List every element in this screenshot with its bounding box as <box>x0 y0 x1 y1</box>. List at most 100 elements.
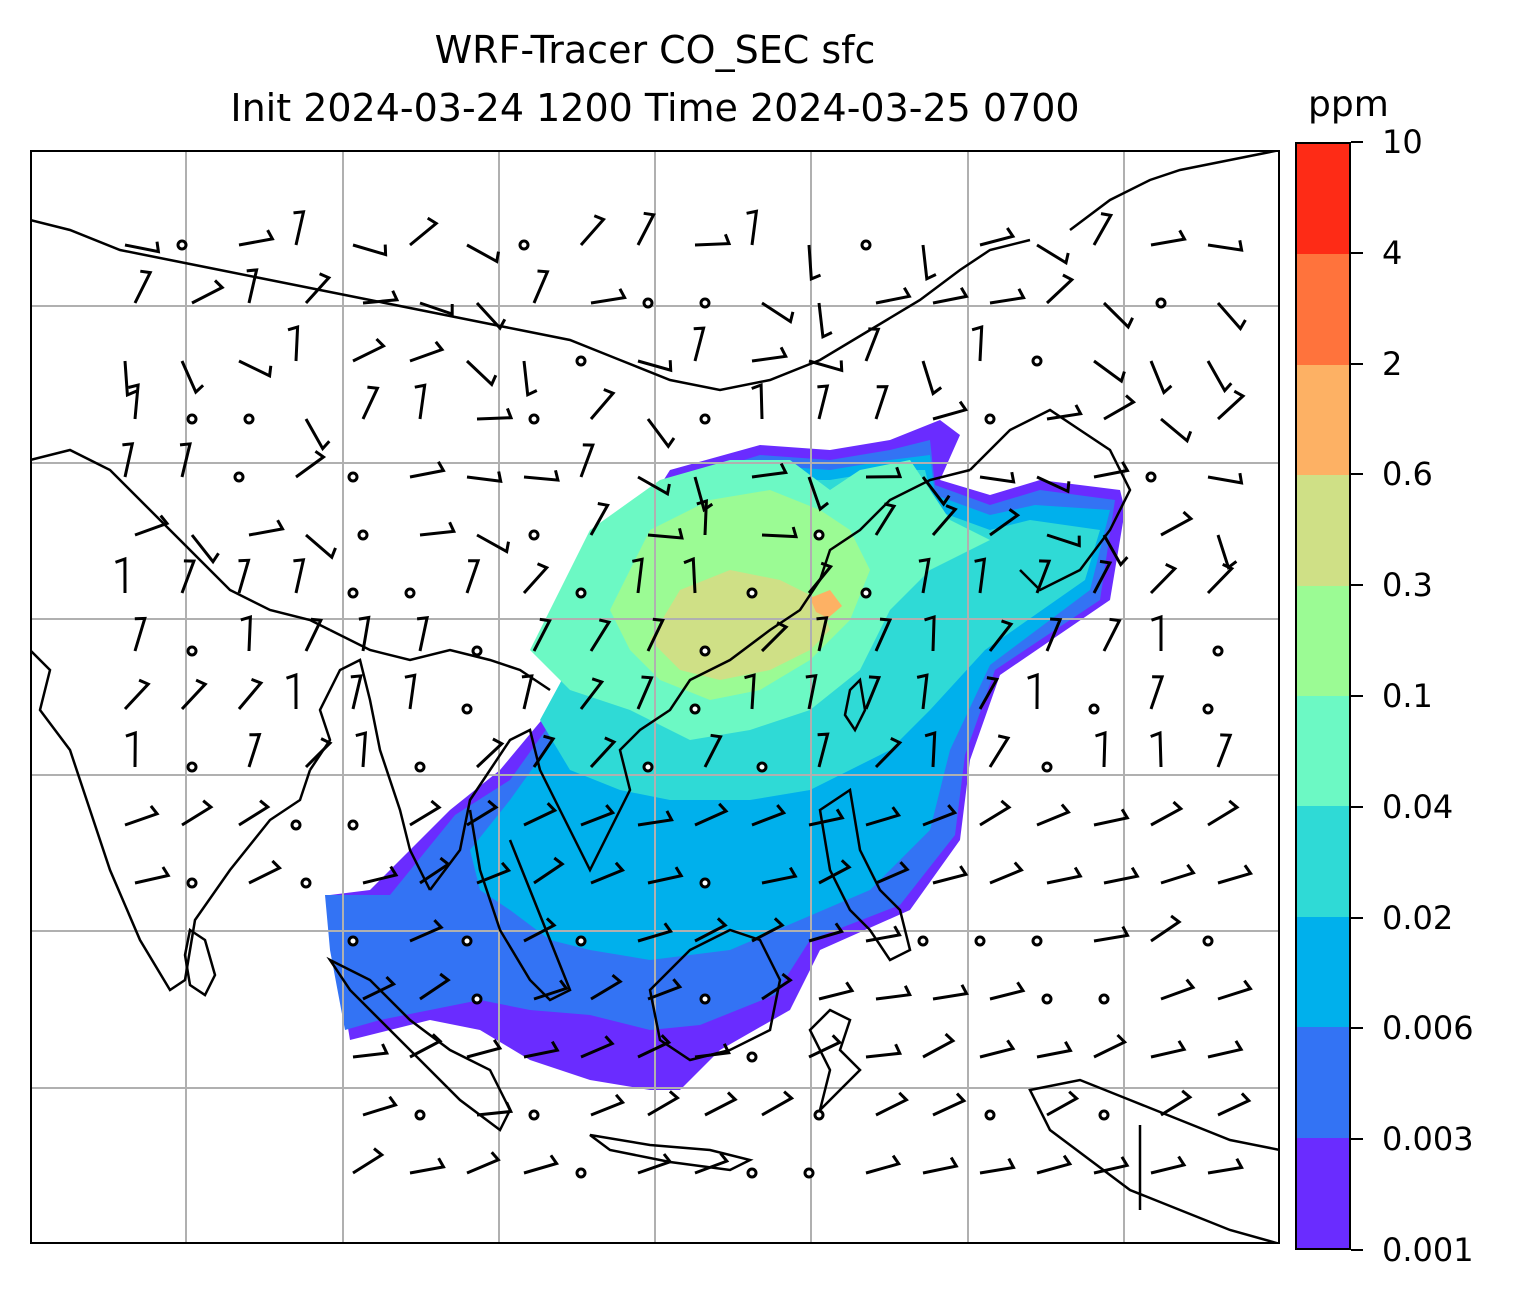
wind-barb <box>522 360 538 398</box>
philippines <box>818 787 912 962</box>
calm-wind-circle <box>803 1167 815 1179</box>
calm-wind-circle <box>699 993 711 1005</box>
wind-barb <box>352 1147 385 1175</box>
wind-barb <box>590 288 627 305</box>
calm-wind-circle <box>917 935 929 947</box>
wind-barb <box>122 442 135 478</box>
wind-barb <box>989 288 1026 305</box>
wind-barb <box>590 861 626 885</box>
wind-barb <box>466 243 500 264</box>
wind-barb <box>248 519 285 537</box>
wind-barb <box>414 383 427 420</box>
calm-wind-circle <box>1031 935 1043 947</box>
wind-barb <box>704 1091 738 1117</box>
colorbar-segment <box>1297 806 1349 917</box>
wind-barb <box>1206 563 1235 595</box>
wind-barb <box>816 616 829 652</box>
wind-barb <box>817 302 833 340</box>
wind-barb <box>533 979 569 1001</box>
china-southern-border <box>329 628 551 692</box>
wind-barb <box>350 674 363 710</box>
wind-barb <box>476 407 514 421</box>
wind-barb <box>978 676 1000 710</box>
wind-barb <box>419 521 457 537</box>
wind-barb <box>932 865 969 885</box>
calm-wind-circle <box>290 819 302 831</box>
wind-barb <box>817 732 830 768</box>
wind-barb <box>916 673 929 710</box>
wind-barb <box>875 861 910 885</box>
calm-wind-circle <box>1088 703 1100 715</box>
wind-barb <box>409 1033 443 1059</box>
colorbar-tick-label: 2 <box>1382 344 1403 383</box>
wind-barb <box>1093 1033 1128 1059</box>
wind-barb <box>238 799 271 827</box>
wind-barb <box>1160 510 1194 537</box>
wind-barb <box>305 533 337 560</box>
wind-barb <box>248 859 283 885</box>
wind-barb <box>1103 394 1137 421</box>
colorbar-tick-label: 0.02 <box>1382 898 1454 937</box>
colorbar-segment <box>1297 1027 1349 1138</box>
wind-barb <box>637 1034 672 1059</box>
calm-wind-circle <box>300 877 312 889</box>
wind-barb <box>637 922 674 943</box>
northeast-asia-coast <box>1069 150 1280 231</box>
calm-wind-circle <box>746 1051 758 1063</box>
calm-wind-circle <box>414 1109 426 1121</box>
wind-barb <box>817 384 830 420</box>
wind-barb <box>125 730 137 768</box>
colorbar-tick <box>1351 1138 1363 1141</box>
wind-barb <box>1149 563 1178 595</box>
wind-barb <box>580 1035 615 1059</box>
calm-wind-circle <box>575 587 587 599</box>
wind-barb <box>476 533 510 554</box>
wind-barb <box>865 1154 902 1175</box>
wind-barb <box>989 861 1024 885</box>
colorbar-segment <box>1297 475 1349 586</box>
wind-barb <box>1045 273 1075 305</box>
calm-wind-circle <box>1098 993 1110 1005</box>
wind-barb <box>979 1039 1016 1059</box>
wind-barb <box>632 557 644 594</box>
wind-barb <box>523 1154 560 1175</box>
wind-barb <box>352 337 387 363</box>
wind-barb <box>240 614 252 652</box>
calm-wind-circle <box>746 587 758 599</box>
wind-barb <box>1150 229 1187 247</box>
wind-barb <box>761 526 799 539</box>
java <box>589 1133 754 1172</box>
wind-barb <box>1102 534 1129 568</box>
wind-barb <box>416 615 430 652</box>
wind-barb <box>133 269 153 304</box>
wind-barb <box>760 621 789 653</box>
wind-barb <box>1150 914 1182 943</box>
wind-barb <box>979 471 1016 484</box>
wind-barb <box>522 562 550 595</box>
wind-barb <box>579 443 595 478</box>
wind-barb <box>637 359 673 373</box>
wind-barb <box>932 286 969 305</box>
colorbar-segment <box>1297 254 1349 365</box>
wind-barb <box>286 672 298 710</box>
wind-barb <box>1093 925 1130 943</box>
calm-wind-circle <box>186 877 198 889</box>
calm-wind-circle <box>528 413 540 425</box>
wind-barb <box>807 244 822 282</box>
wind-barb <box>979 799 1012 827</box>
wind-barb <box>932 400 969 421</box>
wind-barb <box>818 859 852 885</box>
wind-barb <box>523 469 560 482</box>
calm-wind-circle <box>347 587 359 599</box>
wind-barb <box>875 1091 909 1117</box>
wind-barb <box>761 972 793 1001</box>
wind-barb <box>246 268 259 304</box>
wind-barb <box>807 476 830 512</box>
calm-wind-circle <box>1202 935 1214 947</box>
calm-wind-circle <box>186 645 198 657</box>
calm-wind-circle <box>528 1109 540 1121</box>
calm-wind-circle <box>689 703 701 715</box>
wind-barb <box>703 733 723 768</box>
wind-barb <box>579 677 605 710</box>
wind-barb <box>533 856 565 885</box>
